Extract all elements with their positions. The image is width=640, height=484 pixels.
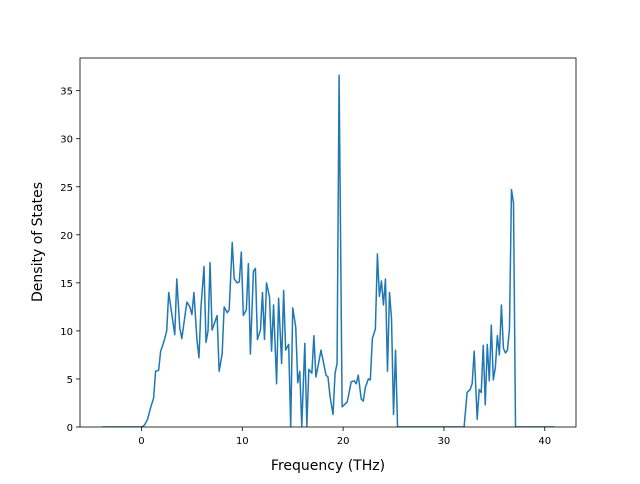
y-tick-label: 10: [60, 327, 73, 338]
y-tick-label: 15: [60, 279, 73, 290]
x-tick-label: 30: [438, 436, 451, 447]
data-line: [102, 74, 555, 427]
y-tick-label: 0: [67, 423, 73, 434]
y-tick-label: 20: [60, 231, 73, 242]
x-tick-label: 40: [538, 436, 551, 447]
x-axis-label: Frequency (THz): [271, 458, 385, 474]
x-tick-label: 20: [337, 436, 350, 447]
y-tick-label: 35: [60, 87, 73, 98]
plot-frame: [79, 57, 577, 428]
x-tick-label: 0: [138, 436, 144, 447]
y-tick-label: 30: [60, 135, 73, 146]
y-tick-label: 5: [67, 375, 73, 386]
y-tick-label: 25: [60, 183, 73, 194]
y-axis-label: Density of States: [30, 182, 46, 302]
x-tick-label: 10: [236, 436, 249, 447]
